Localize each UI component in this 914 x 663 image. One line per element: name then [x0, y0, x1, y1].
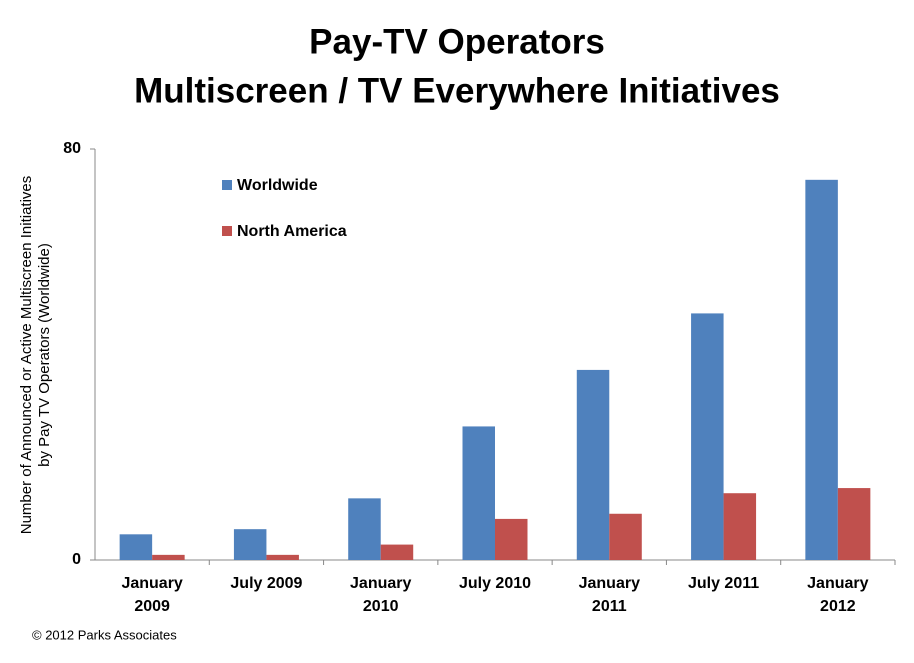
bar	[576, 369, 610, 560]
chart-title: Pay-TV Operators	[309, 22, 605, 61]
x-tick-label: July 2010	[458, 575, 532, 592]
x-tick-label: January 2011	[578, 575, 640, 615]
bar	[119, 534, 153, 560]
bar	[380, 544, 414, 560]
bar	[462, 426, 495, 560]
footer: © 2012 Parks Associates	[32, 627, 177, 642]
bar	[152, 554, 185, 560]
x-tick-label: July 2011	[687, 575, 760, 592]
y-tick-label: 0	[72, 551, 81, 568]
bar	[495, 518, 528, 560]
legend-label: Worldwide	[237, 177, 318, 194]
chart-title: Multiscreen / TV Everywhere Initiatives	[134, 71, 780, 110]
bar	[609, 513, 642, 560]
bar	[837, 488, 871, 560]
x-tick-label: January 2010	[350, 575, 412, 615]
bar	[723, 493, 757, 560]
y-axis-label: Number of Announced or Active Multiscree…	[18, 176, 35, 535]
y-axis-label: by Pay TV Operators (Worldwide)	[36, 243, 53, 467]
bar	[348, 498, 381, 560]
legend-label: North America	[237, 223, 347, 240]
legend-swatch	[222, 226, 232, 236]
bar	[691, 313, 724, 560]
bar	[266, 554, 299, 560]
x-tick-label: July 2009	[230, 575, 303, 592]
bar	[805, 179, 838, 560]
legend-swatch	[222, 180, 232, 190]
x-tick-label: January 2012	[807, 575, 869, 615]
x-tick-label: January 2009	[121, 575, 183, 615]
y-tick-label: 80	[63, 140, 81, 157]
bar	[233, 529, 267, 560]
